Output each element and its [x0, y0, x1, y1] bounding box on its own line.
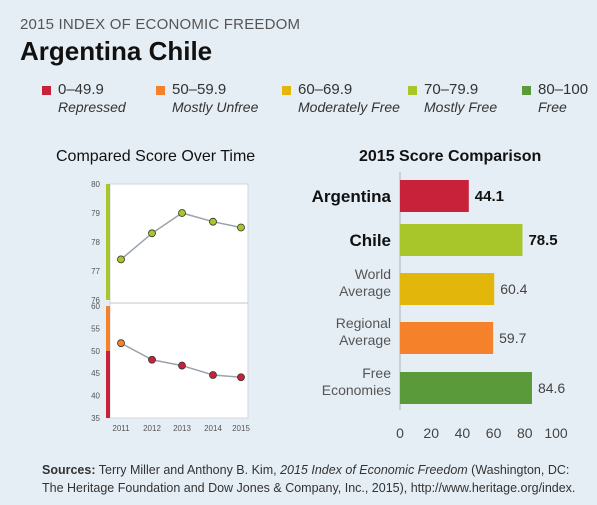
legend-range: 0–49.9 — [58, 81, 104, 98]
legend-label: Repressed — [58, 99, 126, 115]
bar — [400, 224, 523, 256]
bar-category-line: Regional — [336, 315, 391, 331]
score-band — [106, 306, 110, 351]
data-point — [209, 217, 217, 226]
y-tick-label: 80 — [91, 180, 100, 189]
data-point — [209, 371, 217, 379]
data-point — [237, 223, 245, 232]
y-tick-label: 55 — [91, 324, 100, 333]
bar-category-line: Free — [362, 365, 391, 381]
source-book: 2015 Index of Economic Freedom — [280, 463, 468, 477]
legend: 0–49.9 Repressed 50–59.9 Mostly Unfree 60–69… — [42, 81, 588, 118]
y-tick-label: 79 — [91, 209, 100, 218]
legend-label: Moderately Free — [298, 99, 400, 115]
line-chart: 76 77 78 79 80 35 40 45 50 55 60 2011 2012 2013 2014 20… — [91, 180, 250, 433]
bar-category-label: World Average — [339, 266, 391, 299]
y-tick-label: 76 — [91, 296, 100, 305]
bar-value-label: 84.6 — [538, 380, 565, 396]
y-tick-label: 77 — [91, 267, 100, 276]
data-point — [148, 355, 156, 364]
data-point — [178, 361, 186, 370]
legend-range: 50–59.9 — [172, 81, 227, 98]
x-tick-label: 2012 — [143, 424, 161, 433]
bar-x-tick-label: 40 — [455, 425, 471, 441]
bar — [400, 322, 494, 354]
x-tick-label: 2013 — [173, 424, 191, 433]
bar-category-line: Economies — [322, 382, 391, 398]
right-panel-title: 2015 Score Comparison — [359, 148, 542, 165]
bar-x-tick-label: 80 — [517, 425, 533, 441]
source-prefix: Sources: — [42, 463, 96, 477]
legend-label: Free — [538, 99, 567, 115]
bar-x-tick-label: 0 — [396, 425, 404, 441]
y-tick-label: 40 — [91, 392, 100, 401]
legend-range: 60–69.9 — [298, 81, 353, 98]
index-title: 2015 INDEX OF ECONOMIC FREEDOM — [20, 16, 301, 33]
y-tick-label: 60 — [91, 302, 100, 311]
score-band — [106, 350, 110, 418]
legend-swatch — [156, 86, 165, 95]
y-tick-label: 50 — [91, 347, 100, 356]
bar-chart: 0 20 40 60 80 100 44.1 Argentina 78.5 Chile 60.4 Wo… — [312, 172, 568, 441]
data-point — [178, 209, 186, 217]
left-panel-title: Compared Score Over Time — [56, 148, 256, 165]
bar — [400, 273, 495, 305]
bar-category-label: Free Economies — [322, 365, 391, 398]
legend-range: 80–100 — [538, 81, 589, 98]
bar-value-label: 44.1 — [475, 188, 504, 205]
legend-swatch — [408, 86, 417, 95]
source-note: Sources: Terry Miller and Anthony B. Kim… — [42, 461, 575, 497]
bar-category-line: Average — [339, 332, 391, 348]
bar-category-label: Argentina — [312, 187, 392, 206]
legend-range: 70–79.9 — [424, 81, 479, 98]
bar-category-line: Average — [339, 283, 391, 299]
y-tick-label: 45 — [91, 369, 100, 378]
source-text-1: Terry Miller and Anthony B. Kim, — [95, 463, 281, 477]
line-chart-background — [109, 183, 249, 419]
y-tick-label: 35 — [91, 414, 100, 423]
score-band — [106, 184, 110, 300]
bar — [400, 372, 532, 404]
data-point — [237, 373, 245, 382]
bar-x-tick-label: 60 — [486, 425, 502, 441]
data-point — [117, 255, 125, 264]
bar-value-label: 60.4 — [500, 281, 527, 297]
bar-value-label: 78.5 — [528, 232, 557, 249]
legend-label: Mostly Unfree — [172, 99, 259, 115]
data-point — [148, 229, 156, 238]
x-tick-label: 2014 — [204, 424, 222, 433]
data-point — [117, 339, 125, 348]
x-tick-label: 2011 — [112, 424, 130, 433]
bar — [400, 180, 469, 212]
source-line-2: The Heritage Foundation and Dow Jones & … — [42, 481, 576, 495]
source-text-2: (Washington, DC: — [467, 463, 570, 477]
legend-swatch — [522, 86, 531, 95]
bar-value-label: 59.7 — [499, 330, 526, 346]
y-tick-label: 78 — [91, 238, 100, 247]
legend-swatch — [282, 86, 291, 95]
bar-x-tick-label: 20 — [423, 425, 439, 441]
bar-category-label: Chile — [349, 231, 391, 250]
legend-swatch — [42, 86, 51, 95]
bar-category-label: Regional Average — [336, 315, 391, 348]
bar-x-tick-label: 100 — [544, 425, 568, 441]
countries-title: Argentina Chile — [20, 36, 213, 66]
x-tick-label: 2015 — [232, 424, 250, 433]
bar-category-line: World — [355, 266, 391, 282]
legend-label: Mostly Free — [424, 99, 498, 115]
